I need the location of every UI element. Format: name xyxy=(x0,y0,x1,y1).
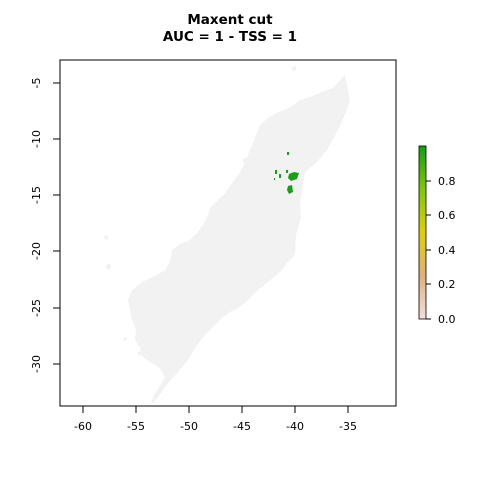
study-area-island xyxy=(104,235,108,240)
x-tick-label: -60 xyxy=(74,420,92,433)
y-axis: -5 -10 -15 -20 -25 -30 xyxy=(30,78,61,373)
legend-gradient-bar xyxy=(418,145,427,320)
presence-patches xyxy=(274,152,299,194)
study-area-island xyxy=(138,351,142,356)
legend-tick-label: 0.4 xyxy=(438,244,456,257)
x-tick-label: -50 xyxy=(180,420,198,433)
presence-patch xyxy=(287,185,293,194)
y-tick-label: -25 xyxy=(30,299,43,317)
presence-patch xyxy=(286,170,288,173)
y-tick-label: -20 xyxy=(30,242,43,260)
legend-colorbar: 0.8 0.6 0.4 0.2 0.0 xyxy=(418,145,456,326)
legend-tick-label: 0.6 xyxy=(438,209,456,222)
y-tick-label: -15 xyxy=(30,186,43,204)
presence-patch xyxy=(274,178,275,180)
x-tick-label: -40 xyxy=(286,420,304,433)
y-tick-label: -30 xyxy=(30,355,43,373)
x-tick-label: -45 xyxy=(233,420,251,433)
title-line-2: AUC = 1 - TSS = 1 xyxy=(162,29,298,45)
study-area-land xyxy=(128,75,350,403)
x-tick-label: -35 xyxy=(339,420,357,433)
presence-patch xyxy=(287,152,289,155)
legend-tick-label: 0.0 xyxy=(438,313,456,326)
study-area-island xyxy=(124,337,127,341)
x-axis: -60 -55 -50 -45 -40 -35 xyxy=(74,405,357,433)
y-tick-label: -5 xyxy=(30,78,43,89)
study-area-island xyxy=(243,158,246,163)
presence-patch xyxy=(275,170,277,174)
study-area-island xyxy=(292,66,296,71)
presence-patch xyxy=(279,174,281,178)
x-tick-label: -55 xyxy=(127,420,145,433)
title-line-1: Maxent cut xyxy=(187,12,273,28)
map-title: Maxent cut AUC = 1 - TSS = 1 xyxy=(0,12,460,46)
study-area-island xyxy=(106,263,111,270)
legend-tick-label: 0.8 xyxy=(438,175,456,188)
legend-tick-label: 0.2 xyxy=(438,278,456,291)
y-tick-label: -10 xyxy=(30,130,43,148)
presence-patch xyxy=(288,172,299,181)
